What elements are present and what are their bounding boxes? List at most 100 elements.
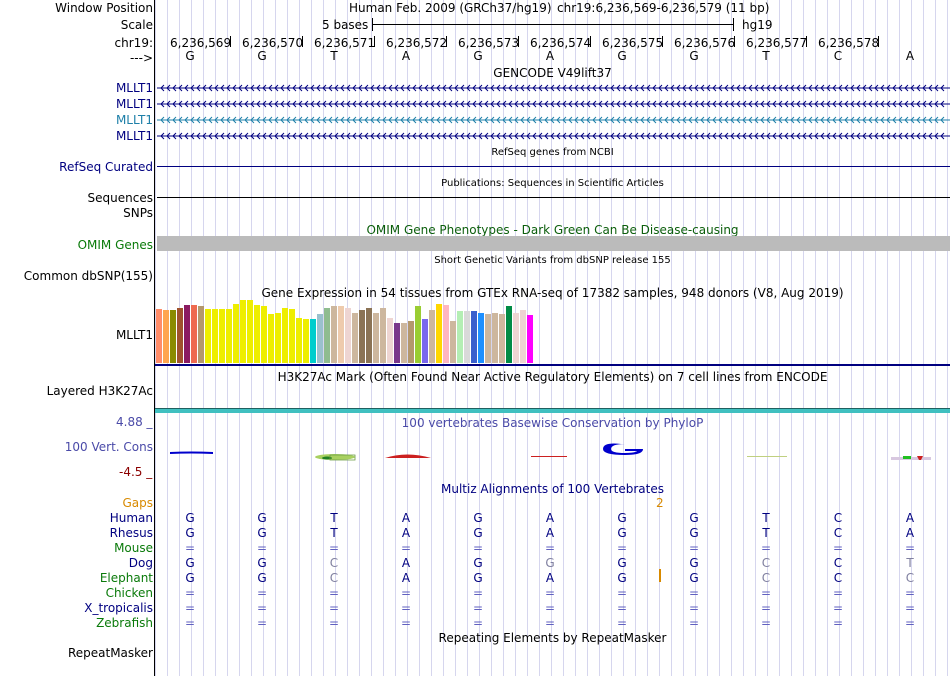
aligned-base: A [545, 511, 555, 525]
gtex-tissue-bar[interactable] [499, 314, 505, 363]
gtex-tissue-bar[interactable] [373, 313, 379, 363]
gtex-tissue-bar[interactable] [254, 305, 260, 363]
gtex-tissue-bar[interactable] [394, 323, 400, 363]
coordinate-tick [590, 36, 591, 47]
species-label-human[interactable]: Human [109, 511, 153, 525]
gtex-expression-chart[interactable] [156, 297, 536, 363]
conservation-glyph-7 [891, 456, 931, 460]
gtex-tissue-bar[interactable] [366, 308, 372, 363]
gtex-tissue-bar[interactable] [387, 318, 393, 363]
aligned-base: A [401, 556, 411, 570]
sequences-label[interactable]: Sequences [87, 191, 153, 205]
gtex-tissue-bar[interactable] [513, 313, 519, 363]
gencode-transcript-4[interactable] [157, 130, 950, 142]
gtex-tissue-bar[interactable] [219, 309, 225, 363]
gtex-tissue-bar[interactable] [289, 309, 295, 363]
species-label-dog[interactable]: Dog [128, 556, 153, 570]
gtex-tissue-bar[interactable] [415, 306, 421, 363]
gtex-tissue-bar[interactable] [345, 308, 351, 363]
species-label-mouse[interactable]: Mouse [114, 541, 153, 555]
gtex-tissue-bar[interactable] [422, 319, 428, 363]
gtex-tissue-bar[interactable] [352, 313, 358, 363]
aligned-base: G [257, 511, 267, 525]
gtex-tissue-bar[interactable] [380, 308, 386, 363]
coordinate-label: 6,236,569 [170, 36, 232, 50]
gencode-label-2[interactable]: MLLT1 [115, 97, 153, 111]
gtex-tissue-bar[interactable] [429, 310, 435, 363]
species-label-elephant[interactable]: Elephant [99, 571, 153, 585]
gtex-tissue-bar[interactable] [198, 306, 204, 363]
species-label-x-tropicalis[interactable]: X_tropicalis [84, 601, 153, 615]
gencode-label-4[interactable]: MLLT1 [115, 129, 153, 143]
gtex-tissue-bar[interactable] [485, 314, 491, 363]
gtex-tissue-bar[interactable] [247, 300, 253, 363]
gtex-tissue-bar[interactable] [464, 311, 470, 363]
phylop-logo-track[interactable] [155, 430, 950, 470]
gtex-tissue-bar[interactable] [317, 314, 323, 363]
omim-label[interactable]: OMIM Genes [77, 238, 153, 252]
gtex-tissue-bar[interactable] [191, 305, 197, 363]
reference-base: G [185, 49, 195, 63]
h3k27ac-label[interactable]: Layered H3K27Ac [46, 384, 153, 398]
gtex-tissue-bar[interactable] [436, 304, 442, 363]
gencode-transcript-1[interactable] [157, 82, 950, 94]
gtex-tissue-bar[interactable] [226, 309, 232, 363]
gtex-tissue-bar[interactable] [163, 310, 169, 363]
omim-gene-bar[interactable] [157, 236, 950, 251]
gtex-tissue-bar[interactable] [408, 321, 414, 363]
gtex-tissue-bar[interactable] [359, 310, 365, 363]
gtex-tissue-bar[interactable] [156, 309, 162, 363]
gtex-tissue-bar[interactable] [506, 306, 512, 363]
gtex-tissue-bar[interactable] [520, 310, 526, 363]
gtex-tissue-bar[interactable] [184, 305, 190, 363]
gencode-label-3[interactable]: MLLT1 [115, 113, 153, 127]
gtex-tissue-bar[interactable] [261, 306, 267, 363]
gtex-tissue-bar[interactable] [338, 306, 344, 363]
gtex-tissue-bar[interactable] [457, 311, 463, 363]
species-label-rhesus[interactable]: Rhesus [109, 526, 153, 540]
species-label-zebrafish[interactable]: Zebrafish [96, 616, 153, 630]
aligned-base: = [688, 541, 700, 555]
gtex-tissue-bar[interactable] [282, 308, 288, 363]
gtex-tissue-bar[interactable] [268, 314, 274, 363]
gtex-tissue-bar[interactable] [170, 310, 176, 363]
gtex-tissue-bar[interactable] [240, 300, 246, 363]
gtex-tissue-bar[interactable] [443, 305, 449, 363]
gtex-tissue-bar[interactable] [471, 311, 477, 363]
gtex-tissue-bar[interactable] [303, 319, 309, 363]
gencode-label-1[interactable]: MLLT1 [115, 81, 153, 95]
gtex-tissue-bar[interactable] [212, 309, 218, 363]
gaps-label[interactable]: Gaps [122, 496, 153, 510]
gtex-tissue-bar[interactable] [527, 315, 533, 363]
gtex-tissue-bar[interactable] [492, 313, 498, 363]
gtex-tissue-bar[interactable] [296, 318, 302, 363]
phylop-label[interactable]: 100 Vert. Cons [64, 440, 153, 454]
gencode-transcript-2[interactable] [157, 98, 950, 110]
gtex-tissue-bar[interactable] [401, 323, 407, 363]
gtex-tissue-bar[interactable] [331, 306, 337, 363]
gtex-tissue-bar[interactable] [205, 309, 211, 363]
gtex-tissue-bar[interactable] [450, 321, 456, 363]
aligned-base: G [185, 556, 195, 570]
gtex-tissue-bar[interactable] [177, 308, 183, 363]
gtex-tissue-bar[interactable] [324, 308, 330, 363]
species-label-chicken[interactable]: Chicken [105, 586, 153, 600]
gtex-label[interactable]: MLLT1 [115, 328, 153, 342]
gtex-tissue-bar[interactable] [310, 319, 316, 363]
refseq-label[interactable]: RefSeq Curated [59, 160, 153, 174]
assembly-text: Human Feb. 2009 (GRCh37/hg19) [349, 1, 552, 15]
gencode-transcript-3[interactable] [157, 114, 950, 126]
repeatmasker-title: Repeating Elements by RepeatMasker [438, 631, 667, 645]
publications-line[interactable] [157, 197, 950, 198]
coordinate-label: 6,236,577 [746, 36, 808, 50]
repeatmasker-label[interactable]: RepeatMasker [67, 646, 153, 660]
h3k27ac-signal[interactable] [155, 408, 950, 413]
snps-label[interactable]: SNPs [123, 206, 153, 220]
dbsnp-label[interactable]: Common dbSNP(155) [23, 269, 153, 283]
aligned-base: = [472, 601, 484, 615]
gtex-tissue-bar[interactable] [275, 313, 281, 363]
refseq-line[interactable] [157, 166, 950, 167]
gtex-tissue-bar[interactable] [233, 304, 239, 363]
gtex-tissue-bar[interactable] [478, 313, 484, 363]
aligned-base: G [689, 526, 699, 540]
